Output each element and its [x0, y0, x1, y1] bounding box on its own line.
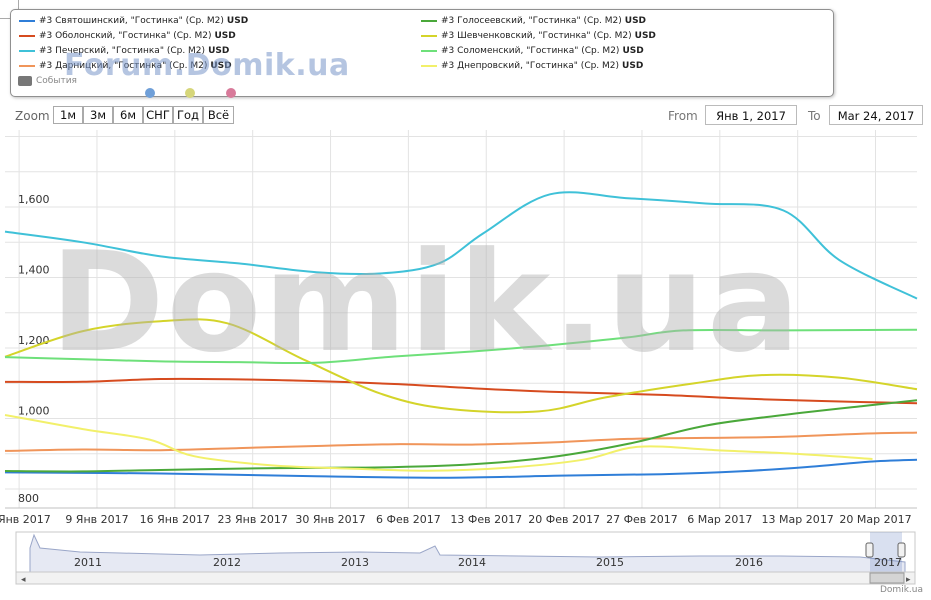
scrollbar-thumb	[869, 572, 905, 584]
legend-unit: USD	[226, 16, 249, 26]
navigator-series	[29, 533, 906, 573]
zoom-all-button[interactable]: Всё	[203, 106, 234, 124]
zoom-1m-button[interactable]: 1м	[53, 106, 83, 124]
navigator-year-label: 2015	[596, 556, 624, 569]
zoom-ytd-button[interactable]: СНГ	[143, 106, 173, 124]
zoom-label: Zoom	[15, 109, 50, 123]
x-tick-label: 13 Мар 2017	[762, 513, 834, 526]
scrollbar-left-arrow-icon: ◂	[21, 575, 26, 585]
x-tick-label: 30 Янв 2017	[295, 513, 365, 526]
legend-label: #3 Шевченковский, "Гостинка" (Ср. М2)	[441, 31, 632, 41]
zoom-1y-button[interactable]: Год	[173, 106, 203, 124]
legend-label: #3 Соломенский, "Гостинка" (Ср. М2)	[441, 46, 620, 56]
legend-unit: USD	[624, 16, 647, 26]
navigator-year-label: 2014	[458, 556, 486, 569]
zoom-6m-button[interactable]: 6м	[113, 106, 143, 124]
x-tick-label: 20 Фев 2017	[528, 513, 600, 526]
legend-swatch	[19, 50, 35, 52]
legend-item[interactable]: #3 Дарницкий, "Гостинка" (Ср. М2) USD	[19, 61, 232, 71]
legend-swatch	[19, 20, 35, 22]
legend-label: #3 Оболонский, "Гостинка" (Ср. М2)	[39, 31, 212, 41]
legend-dot-pink	[226, 88, 236, 98]
legend-label: #3 Днепровский, "Гостинка" (Ср. М2)	[441, 61, 620, 71]
y-tick-label: 1,000	[18, 405, 50, 418]
navigator-handle-left	[865, 542, 874, 558]
legend-swatch	[19, 65, 35, 67]
legend-label: #3 Дарницкий, "Гостинка" (Ср. М2)	[39, 61, 208, 71]
series-line-4	[4, 399, 918, 473]
legend-events-item[interactable]: События	[18, 76, 77, 86]
navigator[interactable]: 2011 2012 2013 2014 2015 2016 2017 ◂ ▸	[15, 531, 916, 585]
range-from-label: From	[668, 109, 698, 123]
x-tick-label: 27 Фев 2017	[606, 513, 678, 526]
y-tick-label: 1,400	[18, 264, 50, 277]
x-tick-label: 6 Фев 2017	[376, 513, 441, 526]
y-tick-label: 1,200	[18, 334, 50, 347]
x-tick-label: 2 Янв 2017	[0, 513, 51, 526]
scrollbar-track	[15, 571, 916, 585]
legend-item[interactable]: #3 Печерский, "Гостинка" (Ср. М2) USD	[19, 46, 229, 56]
legend-item[interactable]: #3 Соломенский, "Гостинка" (Ср. М2) USD	[421, 46, 644, 56]
scrollbar-right-arrow-icon: ▸	[906, 575, 911, 585]
legend-dot-blue	[145, 88, 155, 98]
series-line-5	[4, 318, 918, 414]
legend-unit: USD	[634, 31, 656, 41]
y-axis-ticks: 800 1,000 1,200 1,400 1,600	[18, 193, 50, 505]
legend-item[interactable]: #3 Святошинский, "Гостинка" (Ср. М2) USD	[19, 16, 248, 26]
navigator-handle-right	[897, 542, 906, 558]
forum-watermark: Forum.Domik.ua	[64, 48, 350, 83]
legend-item[interactable]: #3 Днепровский, "Гостинка" (Ср. М2) USD	[421, 61, 643, 71]
zoom-3m-button[interactable]: 3м	[83, 106, 113, 124]
series-layer	[4, 191, 918, 479]
events-swatch	[18, 76, 32, 86]
x-axis-ticks: 2 Янв 2017 9 Янв 2017 16 Янв 2017 23 Янв 20…	[0, 513, 912, 526]
credit-text: Domik.ua	[880, 585, 923, 595]
navigator-year-label: 2012	[213, 556, 241, 569]
series-line-2	[4, 191, 918, 300]
y-tick-label: 800	[18, 492, 39, 505]
navigator-year-label: 2017	[874, 556, 902, 569]
range-to-label: To	[808, 109, 821, 123]
range-to-input[interactable]: Mar 24, 2017	[829, 105, 923, 125]
navigator-year-label: 2013	[341, 556, 369, 569]
x-tick-label: 16 Янв 2017	[140, 513, 210, 526]
x-tick-label: 9 Янв 2017	[65, 513, 128, 526]
x-tick-label: 20 Мар 2017	[839, 513, 911, 526]
navigator-selection	[870, 532, 902, 572]
x-tick-label: 13 Фев 2017	[450, 513, 522, 526]
legend-item[interactable]: #3 Шевченковский, "Гостинка" (Ср. М2) USD	[421, 31, 656, 41]
legend-label: #3 Печерский, "Гостинка" (Ср. М2)	[39, 46, 206, 56]
legend-swatch	[421, 65, 437, 67]
x-tick-label: 6 Мар 2017	[687, 513, 752, 526]
events-label: События	[36, 76, 77, 86]
legend-unit: USD	[214, 31, 236, 41]
series-line-6	[4, 328, 918, 365]
chart-grid	[5, 130, 917, 509]
series-line-3	[4, 431, 918, 452]
series-line-7	[4, 413, 873, 472]
x-tick-label: 23 Янв 2017	[218, 513, 288, 526]
legend-swatch	[19, 35, 35, 37]
legend: #3 Святошинский, "Гостинка" (Ср. М2) USD …	[10, 9, 834, 97]
navigator-year-label: 2016	[735, 556, 763, 569]
legend-swatch	[421, 20, 437, 22]
series-line-1	[4, 377, 918, 405]
legend-dot-yellow	[185, 88, 195, 98]
series-line-0	[4, 458, 918, 479]
legend-swatch	[421, 50, 437, 52]
legend-unit: USD	[622, 61, 644, 71]
legend-unit: USD	[208, 46, 230, 56]
legend-unit: USD	[622, 46, 644, 56]
legend-unit: USD	[210, 61, 232, 71]
y-tick-label: 1,600	[18, 193, 50, 206]
legend-item[interactable]: #3 Голосеевский, "Гостинка" (Ср. М2) USD	[421, 16, 646, 26]
range-from-input[interactable]: Янв 1, 2017	[705, 105, 797, 125]
legend-item[interactable]: #3 Оболонский, "Гостинка" (Ср. М2) USD	[19, 31, 236, 41]
legend-swatch	[421, 35, 437, 37]
legend-label: #3 Голосеевский, "Гостинка" (Ср. М2)	[441, 16, 622, 26]
legend-label: #3 Святошинский, "Гостинка" (Ср. М2)	[39, 16, 224, 26]
navigator-year-label: 2011	[74, 556, 102, 569]
